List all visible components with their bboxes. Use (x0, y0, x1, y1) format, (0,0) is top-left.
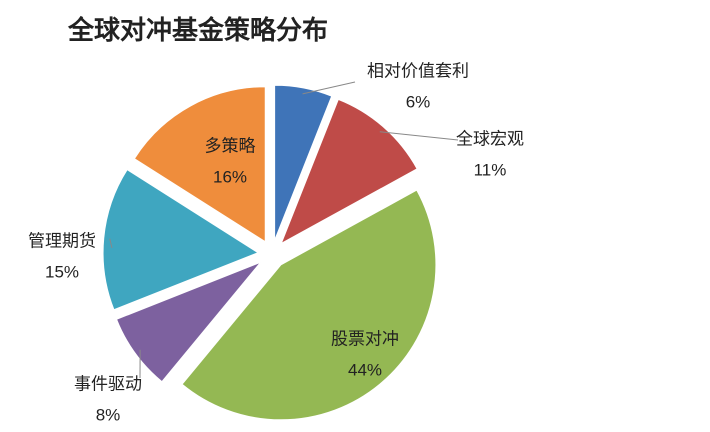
slice-value-label: 6% (406, 92, 431, 111)
leader-line (379, 131, 459, 141)
leader-line (109, 238, 113, 249)
pie-slice (133, 86, 266, 243)
leader-line (302, 81, 356, 95)
slice-label: 全球宏观 (456, 129, 524, 148)
slice-value-label: 8% (96, 405, 121, 424)
slice-label: 事件驱动 (74, 374, 142, 393)
slice-label: 股票对冲 (331, 329, 399, 348)
slice-label: 多策略 (205, 136, 256, 155)
pie-slice (181, 189, 437, 421)
slice-value-label: 11% (474, 160, 507, 179)
slice-label: 相对价值套利 (367, 61, 469, 80)
slice-label: 管理期货 (28, 231, 96, 250)
slice-value-label: 16% (213, 167, 247, 186)
slice-value-label: 15% (45, 262, 79, 281)
slice-value-label: 44% (348, 360, 382, 379)
chart-title: 全球对冲基金策略分布 (67, 15, 328, 45)
pie-slice (274, 84, 333, 241)
pie-slice (102, 168, 260, 311)
pie-slice (280, 98, 418, 245)
pie-slice (115, 261, 262, 383)
